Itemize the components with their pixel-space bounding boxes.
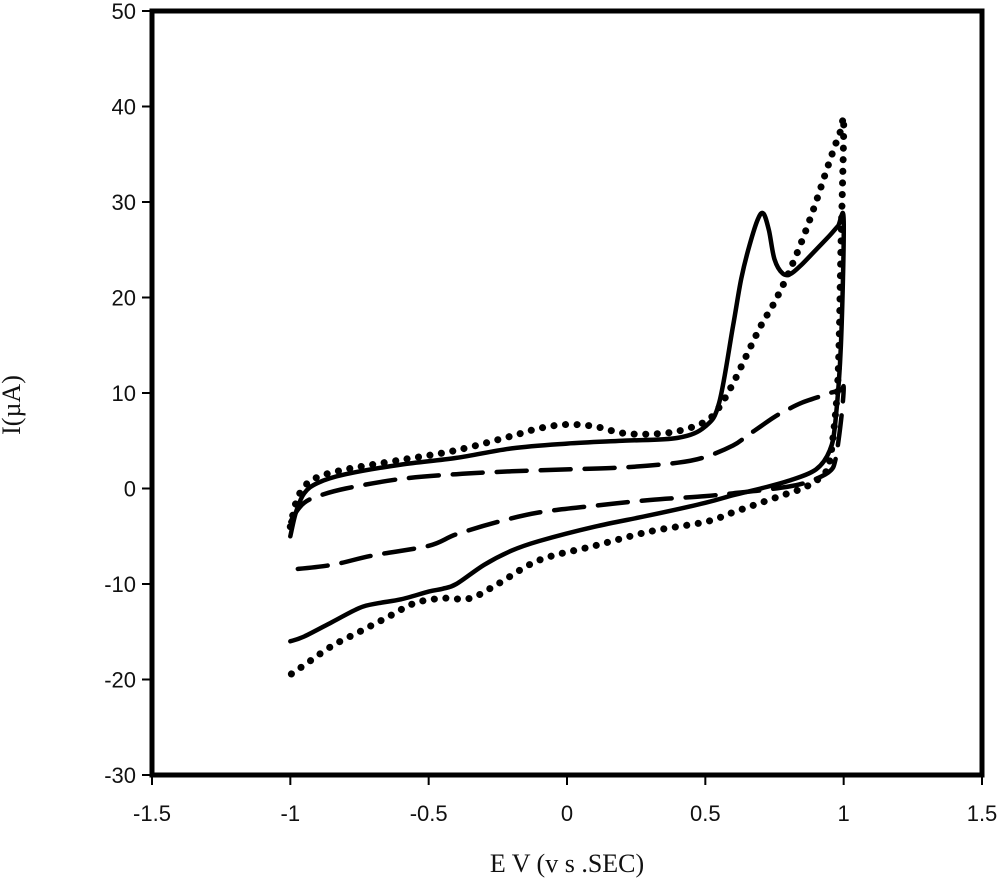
x-tick-label: 1: [838, 801, 850, 826]
y-tick-label: -20: [104, 668, 136, 693]
y-tick-label: -30: [104, 763, 136, 788]
x-tick-label: -0.5: [410, 801, 448, 826]
curves-layer: [286, 114, 848, 679]
y-tick-label: 50: [112, 0, 136, 24]
x-tick-label: 1.5: [967, 801, 998, 826]
x-tick-label: 0.5: [690, 801, 721, 826]
dashed-curve: [288, 383, 846, 572]
y-tick-label: 30: [112, 190, 136, 215]
x-tick-label: -1.5: [133, 801, 171, 826]
y-tick-label: -10: [104, 572, 136, 597]
y-axis-ticks: 50 40 30 20 10 0 -10 -20 -30: [104, 0, 152, 788]
dotted-curve: [286, 114, 848, 679]
x-axis-title: E V (v s .SEC): [490, 849, 644, 878]
x-tick-label: 0: [561, 801, 573, 826]
y-tick-label: 10: [112, 381, 136, 406]
y-tick-label: 40: [112, 95, 136, 120]
x-tick-label: -1: [281, 801, 301, 826]
plot-area: [152, 11, 982, 775]
y-axis-title: I(µA): [0, 375, 26, 435]
y-tick-label: 0: [124, 477, 136, 502]
y-tick-label: 20: [112, 286, 136, 311]
x-axis-ticks: -1.5 -1 -0.5 0 0.5 1 1.5: [133, 775, 997, 826]
solid-curve: [288, 210, 847, 644]
